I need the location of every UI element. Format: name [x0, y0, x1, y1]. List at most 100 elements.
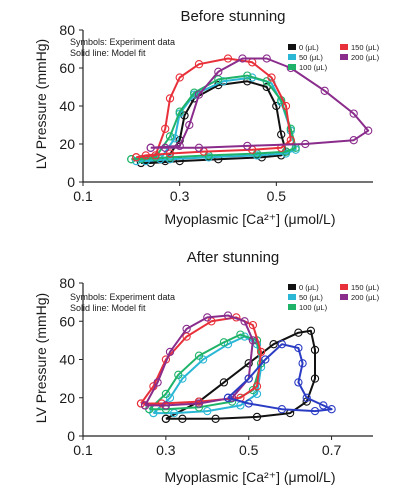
- data-point: [182, 324, 191, 334]
- data-point: [219, 378, 229, 387]
- x-axis-label: Myoplasmic [Ca²⁺] (μmol/L): [164, 211, 335, 227]
- series-group: [223, 340, 336, 416]
- x-tick-label: 0.1: [73, 442, 93, 458]
- y-axis-label: LV Pressure (mmHg): [33, 39, 49, 169]
- data-point: [277, 340, 287, 349]
- data-point: [161, 389, 171, 399]
- legend-label: 150 (μL): [351, 43, 380, 52]
- data-point: [194, 351, 204, 360]
- data-point: [298, 359, 307, 368]
- chart-after-stunning: After stunning LV Pressure (mmHg) Myopla…: [33, 249, 380, 485]
- y-tick-label: 0: [67, 428, 75, 444]
- series-line: [227, 343, 333, 413]
- data-point: [319, 401, 328, 410]
- data-point: [294, 343, 303, 353]
- data-point: [153, 378, 162, 387]
- data-point: [267, 73, 276, 82]
- data-point: [236, 330, 245, 339]
- data-point: [294, 378, 303, 387]
- y-tick-label: 20: [59, 136, 75, 152]
- data-point: [219, 338, 229, 347]
- data-point: [294, 328, 303, 337]
- series-line: [131, 74, 297, 161]
- data-point: [165, 347, 175, 357]
- legend-swatch: [288, 64, 296, 70]
- legend-swatch: [340, 294, 348, 300]
- data-point: [240, 317, 249, 326]
- x-tick-label: 0.1: [73, 188, 93, 204]
- annotation-symbols: Symbols: Experiment data: [70, 37, 175, 47]
- data-point: [161, 124, 170, 133]
- y-tick-label: 20: [59, 390, 75, 406]
- data-point: [310, 345, 320, 355]
- data-point: [178, 414, 187, 423]
- data-point: [165, 132, 175, 141]
- data-point: [301, 139, 310, 149]
- data-point: [211, 414, 220, 423]
- data-point: [161, 143, 170, 152]
- y-axis-label: LV Pressure (mmHg): [33, 293, 49, 423]
- data-point: [252, 382, 262, 391]
- data-point: [262, 54, 271, 63]
- annotation-model-fit: Solid line: Model fit: [70, 303, 146, 313]
- y-tick-label: 40: [59, 98, 75, 114]
- series-line: [150, 57, 370, 149]
- series-line: [136, 57, 292, 159]
- series-line: [165, 329, 316, 420]
- data-point: [194, 143, 204, 152]
- data-point: [281, 101, 291, 111]
- annotation-symbols: Symbols: Experiment data: [70, 292, 175, 302]
- data-point: [175, 107, 184, 116]
- legend-label: 100 (μL): [299, 303, 328, 312]
- data-point: [320, 86, 329, 95]
- data-point: [214, 67, 223, 76]
- data-point: [349, 109, 358, 118]
- legend-label: 200 (μL): [351, 293, 380, 302]
- data-point: [194, 90, 204, 99]
- data-point: [175, 73, 184, 82]
- x-axis-label: Myoplasmic [Ca²⁺] (μmol/L): [164, 469, 335, 485]
- legend-swatch: [288, 44, 296, 50]
- legend-label: 50 (μL): [299, 293, 323, 302]
- legend-label: 50 (μL): [299, 53, 323, 62]
- series-group: [132, 54, 295, 162]
- data-point: [157, 399, 166, 408]
- data-point: [248, 336, 258, 345]
- data-point: [238, 54, 247, 63]
- data-point: [327, 405, 336, 414]
- x-tick-label: 0.5: [239, 442, 259, 458]
- y-tick-label: 80: [59, 22, 75, 38]
- data-point: [261, 355, 270, 364]
- chart-title: After stunning: [187, 249, 280, 266]
- legend-swatch: [340, 54, 348, 60]
- legend-swatch: [288, 54, 296, 60]
- data-point: [310, 374, 320, 383]
- legend-swatch: [340, 284, 348, 290]
- data-point: [248, 320, 258, 330]
- legend-label: 200 (μL): [351, 53, 380, 62]
- data-point: [146, 143, 155, 152]
- data-point: [203, 313, 212, 322]
- data-point: [161, 414, 171, 423]
- data-point: [244, 359, 253, 368]
- x-tick-label: 0.3: [170, 188, 190, 204]
- data-point: [223, 311, 233, 320]
- data-point: [364, 126, 373, 135]
- data-point: [170, 134, 179, 143]
- data-point: [244, 399, 253, 408]
- data-point: [132, 156, 141, 166]
- data-point: [127, 155, 136, 164]
- data-point: [269, 340, 278, 349]
- data-point: [161, 401, 171, 410]
- data-point: [243, 71, 252, 80]
- data-point: [349, 136, 358, 145]
- y-tick-label: 40: [59, 352, 75, 368]
- data-point: [302, 393, 311, 402]
- data-point: [223, 393, 233, 402]
- data-point: [244, 374, 253, 383]
- data-point: [136, 399, 146, 408]
- data-point: [141, 151, 150, 160]
- legend-swatch: [340, 44, 348, 50]
- chart-before-stunning: Before stunning LV Pressure (mmHg) Myopl…: [33, 8, 380, 227]
- data-point: [132, 153, 141, 162]
